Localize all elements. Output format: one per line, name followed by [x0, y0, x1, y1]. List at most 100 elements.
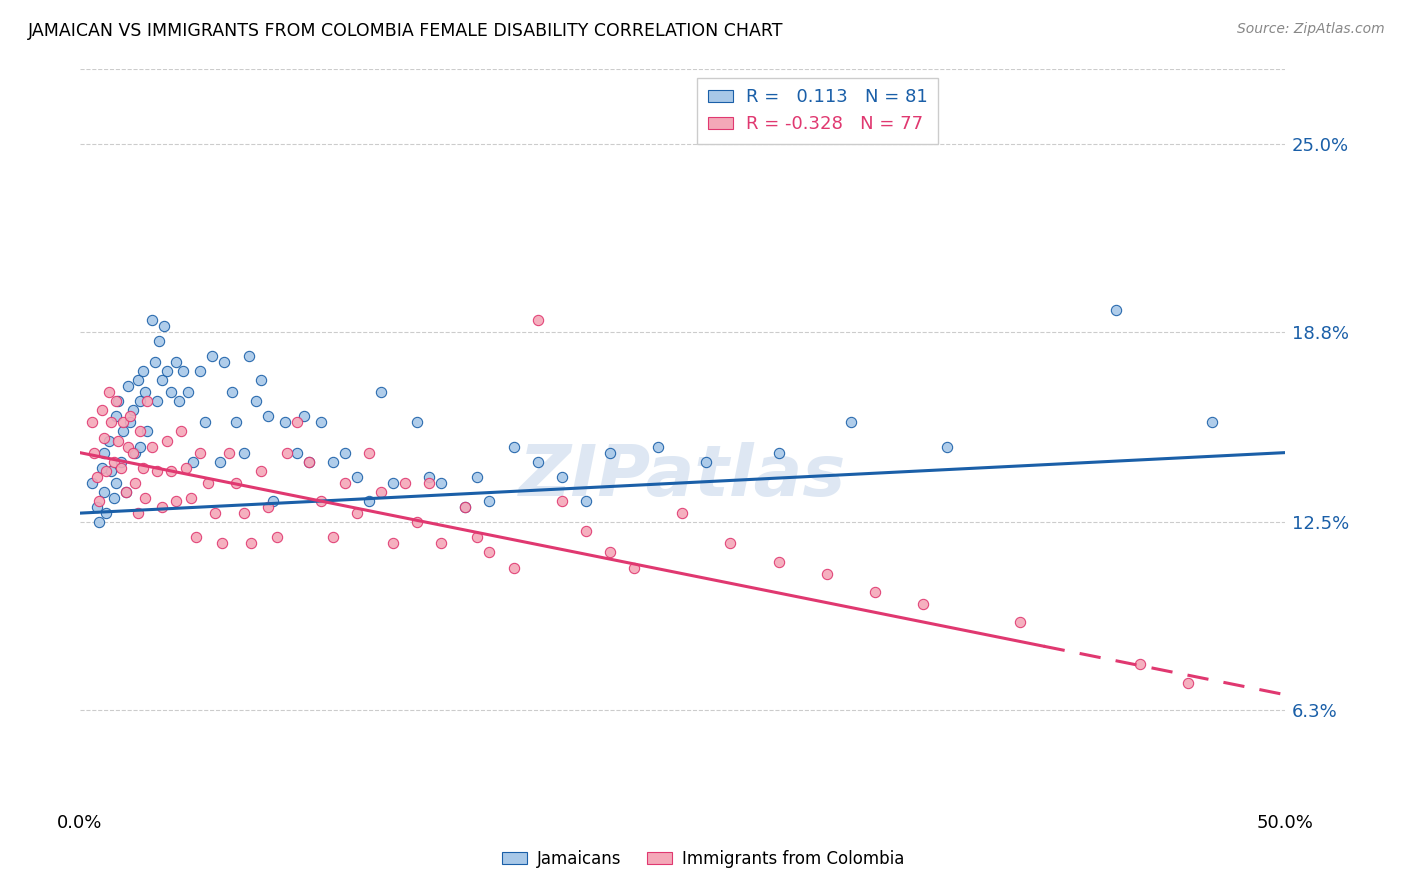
Point	[839, 416, 862, 430]
Point	[214, 355, 236, 369]
Point	[146, 394, 169, 409]
Point	[129, 394, 152, 409]
Point	[146, 464, 169, 478]
Point	[671, 506, 693, 520]
Point	[105, 409, 128, 424]
Point	[232, 506, 254, 520]
Point	[97, 434, 120, 448]
Point	[647, 440, 669, 454]
Point	[1201, 416, 1223, 430]
Legend: R =   0.113   N = 81, R = -0.328   N = 77: R = 0.113 N = 81, R = -0.328 N = 77	[697, 78, 938, 145]
Point	[120, 416, 142, 430]
Point	[720, 536, 742, 550]
Point	[155, 364, 177, 378]
Point	[225, 416, 247, 430]
Point	[418, 475, 440, 490]
Point	[1008, 615, 1031, 629]
Point	[478, 494, 501, 508]
Point	[86, 500, 108, 514]
Point	[122, 445, 145, 459]
Point	[112, 416, 135, 430]
Point	[256, 500, 278, 514]
Point	[80, 416, 103, 430]
Point	[333, 475, 356, 490]
Point	[188, 445, 211, 459]
Point	[249, 464, 271, 478]
Point	[107, 434, 129, 448]
Point	[127, 373, 149, 387]
Point	[768, 555, 790, 569]
Point	[418, 470, 440, 484]
Point	[90, 403, 112, 417]
Point	[197, 475, 219, 490]
Point	[180, 491, 202, 505]
Point	[575, 524, 598, 539]
Point	[285, 445, 308, 459]
Point	[221, 385, 243, 400]
Point	[204, 506, 226, 520]
Point	[131, 460, 153, 475]
Point	[346, 506, 368, 520]
Point	[912, 597, 935, 611]
Point	[188, 364, 211, 378]
Point	[406, 515, 429, 529]
Point	[863, 584, 886, 599]
Point	[201, 349, 224, 363]
Point	[100, 464, 122, 478]
Point	[599, 545, 621, 559]
Point	[165, 355, 187, 369]
Point	[394, 475, 416, 490]
Point	[136, 394, 159, 409]
Text: Source: ZipAtlas.com: Source: ZipAtlas.com	[1237, 22, 1385, 37]
Point	[292, 409, 315, 424]
Point	[165, 494, 187, 508]
Point	[177, 385, 200, 400]
Point	[322, 530, 344, 544]
Point	[298, 455, 321, 469]
Point	[309, 494, 332, 508]
Point	[551, 494, 574, 508]
Point	[131, 364, 153, 378]
Point	[89, 494, 111, 508]
Point	[181, 455, 204, 469]
Point	[105, 475, 128, 490]
Point	[134, 385, 156, 400]
Point	[124, 475, 146, 490]
Point	[225, 475, 247, 490]
Point	[768, 445, 790, 459]
Point	[170, 425, 193, 439]
Point	[127, 506, 149, 520]
Point	[100, 416, 122, 430]
Point	[262, 494, 284, 508]
Point	[467, 530, 489, 544]
Point	[93, 445, 115, 459]
Point	[112, 425, 135, 439]
Legend: Jamaicans, Immigrants from Colombia: Jamaicans, Immigrants from Colombia	[495, 844, 911, 875]
Point	[89, 515, 111, 529]
Point	[623, 560, 645, 574]
Text: JAMAICAN VS IMMIGRANTS FROM COLOMBIA FEMALE DISABILITY CORRELATION CHART: JAMAICAN VS IMMIGRANTS FROM COLOMBIA FEM…	[28, 22, 783, 40]
Point	[1177, 675, 1199, 690]
Point	[124, 445, 146, 459]
Point	[174, 460, 197, 475]
Point	[273, 416, 295, 430]
Point	[285, 416, 308, 430]
Point	[357, 445, 380, 459]
Point	[695, 455, 717, 469]
Point	[134, 491, 156, 505]
Point	[936, 440, 959, 454]
Point	[298, 455, 321, 469]
Point	[276, 445, 298, 459]
Point	[160, 464, 183, 478]
Point	[150, 373, 173, 387]
Point	[155, 434, 177, 448]
Point	[575, 494, 598, 508]
Point	[103, 455, 125, 469]
Point	[502, 560, 524, 574]
Point	[129, 425, 152, 439]
Point	[239, 536, 262, 550]
Point	[117, 379, 139, 393]
Point	[122, 403, 145, 417]
Point	[526, 455, 548, 469]
Point	[93, 485, 115, 500]
